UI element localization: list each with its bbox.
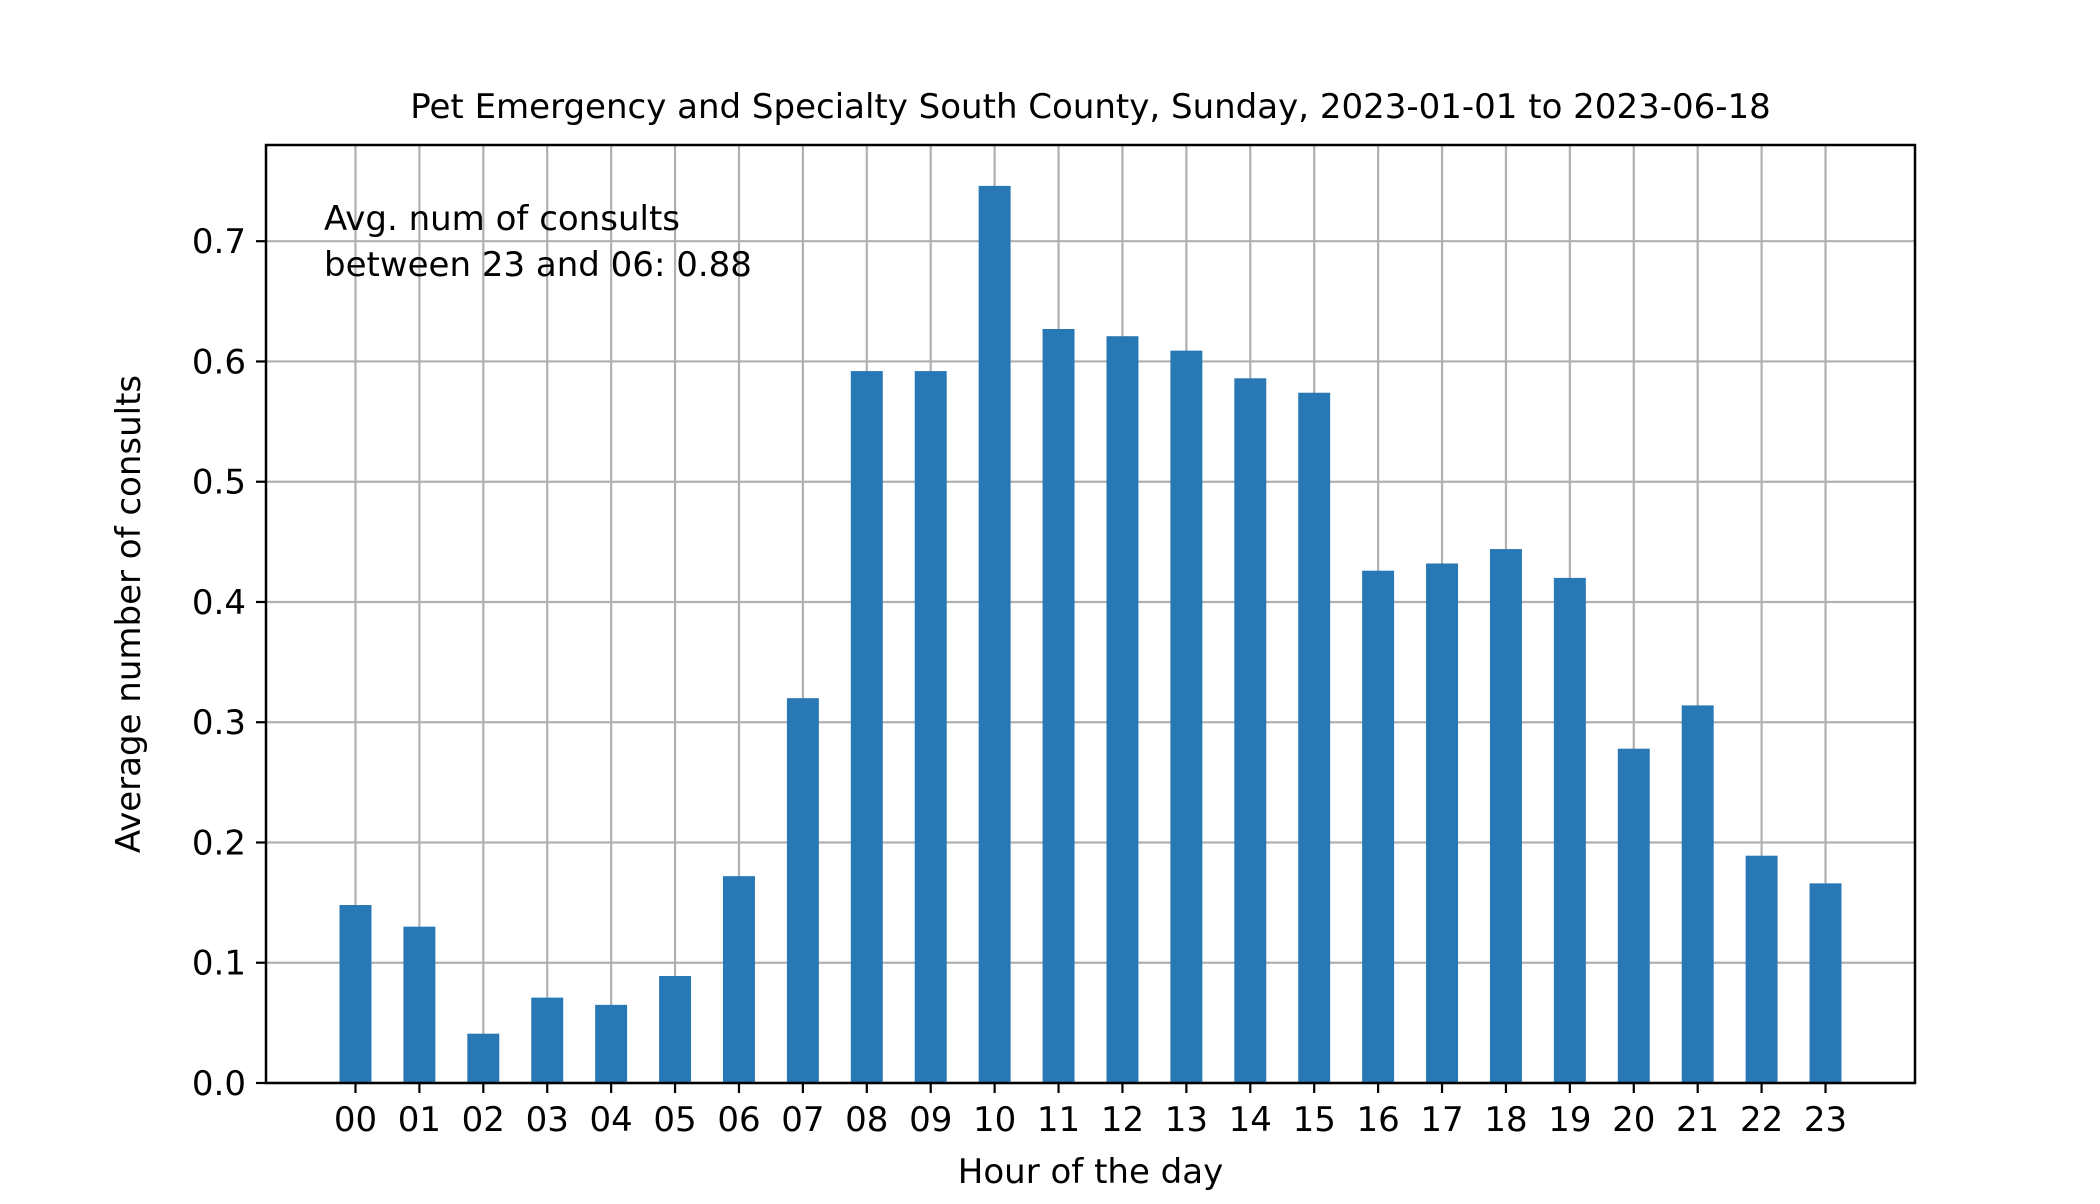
y-tick-label: 0.0	[192, 1064, 246, 1104]
x-tick-label: 08	[845, 1100, 888, 1140]
bar-hour-17	[1426, 563, 1459, 1083]
bar-hour-04	[595, 1004, 628, 1083]
x-axis-label: Hour of the day	[958, 1152, 1223, 1192]
y-tick-label: 0.2	[192, 823, 246, 863]
bar-hour-11	[1042, 328, 1075, 1083]
bar-hour-12	[1106, 336, 1139, 1083]
bar-hour-21	[1681, 705, 1714, 1083]
y-tick-label: 0.4	[192, 583, 246, 623]
x-tick-label: 11	[1037, 1100, 1080, 1140]
bar-hour-01	[403, 926, 436, 1083]
chart-title: Pet Emergency and Specialty South County…	[410, 87, 1771, 127]
x-tick-label: 10	[973, 1100, 1016, 1140]
bars	[339, 185, 1842, 1084]
bar-hour-06	[722, 876, 755, 1083]
x-tick-label: 16	[1356, 1100, 1399, 1140]
bar-hour-20	[1617, 748, 1650, 1083]
bar-hour-00	[339, 905, 372, 1083]
x-tick-label: 09	[909, 1100, 952, 1140]
x-tick-label: 17	[1420, 1100, 1463, 1140]
x-tick-label: 14	[1229, 1100, 1272, 1140]
bar-hour-16	[1362, 570, 1395, 1083]
bar-hour-15	[1298, 392, 1331, 1083]
x-tick-label: 07	[781, 1100, 824, 1140]
x-tick-label: 05	[653, 1100, 696, 1140]
y-tick-label: 0.5	[192, 463, 246, 503]
bar-hour-18	[1489, 549, 1522, 1083]
bar-hour-02	[467, 1033, 500, 1083]
plot-frame	[264, 143, 1917, 1085]
x-tick-label: 18	[1484, 1100, 1527, 1140]
y-axis-label: Average number of consults	[109, 375, 149, 853]
bar-hour-07	[786, 698, 819, 1083]
bar-hour-03	[531, 997, 564, 1083]
x-tick-label: 15	[1293, 1100, 1336, 1140]
bar-hour-10	[978, 185, 1011, 1083]
bar-hour-09	[914, 371, 947, 1084]
x-tick-label: 22	[1740, 1100, 1783, 1140]
x-tick-label: 03	[526, 1100, 569, 1140]
bar-hour-23	[1809, 883, 1842, 1083]
y-tick-label: 0.3	[192, 703, 246, 743]
x-tick-label: 04	[590, 1100, 633, 1140]
y-tick-label: 0.6	[192, 342, 246, 382]
bar-hour-14	[1234, 378, 1267, 1083]
axis-ticks: 00 01 02 03 04 05 06 07 08 09 10 11 12 13 14 15 16 17 18 19…	[192, 222, 1847, 1140]
bar-hour-19	[1553, 577, 1586, 1083]
x-tick-label: 23	[1804, 1100, 1847, 1140]
x-tick-label: 00	[334, 1100, 377, 1140]
bar-hour-08	[850, 371, 883, 1084]
bar-hour-22	[1745, 855, 1778, 1083]
x-tick-label: 20	[1612, 1100, 1655, 1140]
x-tick-label: 19	[1548, 1100, 1591, 1140]
annotation-line-1: Avg. num of consults	[324, 199, 680, 239]
bar-hour-13	[1170, 350, 1203, 1084]
x-tick-label: 02	[462, 1100, 505, 1140]
x-tick-label: 12	[1101, 1100, 1144, 1140]
y-tick-label: 0.1	[192, 944, 246, 984]
x-tick-label: 01	[398, 1100, 441, 1140]
x-tick-label: 21	[1676, 1100, 1719, 1140]
x-tick-label: 06	[717, 1100, 760, 1140]
bar-hour-05	[659, 975, 692, 1083]
x-tick-label: 13	[1165, 1100, 1208, 1140]
y-tick-label: 0.7	[192, 222, 246, 262]
annotation-line-2: between 23 and 06: 0.88	[324, 245, 752, 285]
